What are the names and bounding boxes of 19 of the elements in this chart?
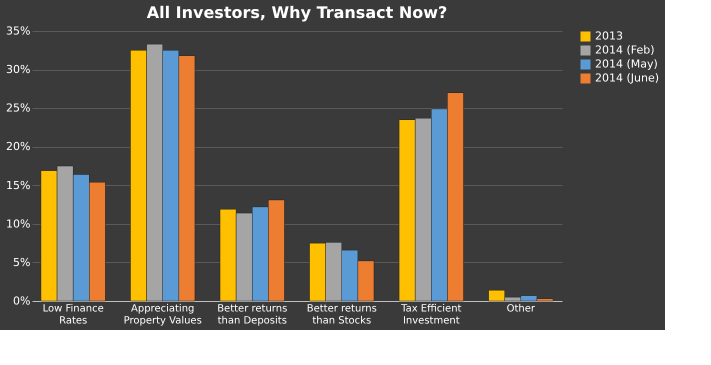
y-tick-label: 25% [6, 102, 30, 115]
x-tick-label: Better returns than Deposits [217, 304, 288, 326]
y-tick-label: 10% [6, 217, 30, 230]
y-tick-label: 30% [6, 63, 30, 76]
x-tick-label: Tax Efficient Investment [400, 304, 462, 326]
x-tick-label: Better returns than Stocks [306, 304, 377, 326]
legend-label: 2014 (Feb) [595, 44, 655, 56]
x-tick-label: Other [506, 304, 536, 314]
y-tick-label: 35% [6, 24, 30, 38]
legend-label: 2013 [595, 30, 623, 42]
y-tick-label: 0% [13, 294, 30, 308]
y-tick-label: 15% [6, 178, 30, 192]
legend-label: 2014 (May) [595, 58, 658, 70]
chart-title: All Investors, Why Transact Now? [146, 3, 448, 22]
y-tick-label: 20% [6, 140, 30, 154]
y-tick-label: 5% [13, 256, 30, 269]
x-tick-label: Low Finance Rates [42, 304, 104, 326]
legend-label: 2014 (June) [595, 72, 660, 84]
x-tick-label: Appreciating Property Values [124, 304, 202, 326]
